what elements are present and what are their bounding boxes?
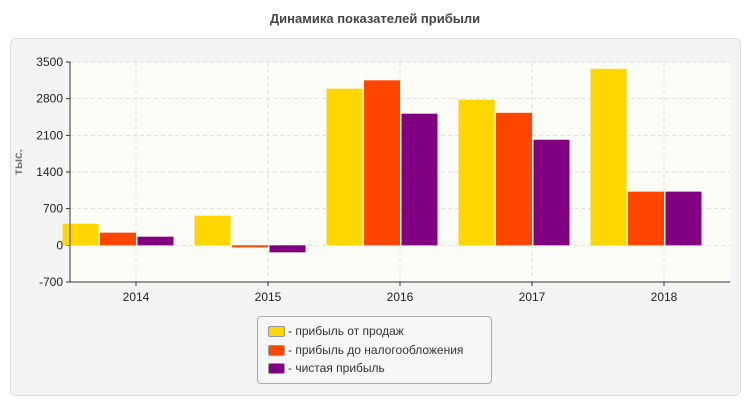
y-tick-label: 1400 xyxy=(36,165,63,179)
bar-2017-1 xyxy=(496,112,532,246)
bar-2018-2 xyxy=(665,191,702,246)
bar-2015-2 xyxy=(269,245,306,253)
legend-label: - прибыль до налогообложения xyxy=(288,343,464,357)
bar-2018-0 xyxy=(590,68,627,246)
bar-2017-0 xyxy=(458,99,495,246)
bar-2016-1 xyxy=(364,80,400,246)
x-tick-label: 2017 xyxy=(519,290,546,304)
y-tick-label: 700 xyxy=(43,202,63,216)
y-tick-label: 2800 xyxy=(36,92,63,106)
legend-item-net-profit: - чистая прибыль xyxy=(268,360,385,376)
y-tick-label: 3500 xyxy=(36,55,63,69)
y-tick-label: 2100 xyxy=(36,128,63,142)
x-tick-label: 2018 xyxy=(651,290,678,304)
bar-2014-2 xyxy=(137,236,174,246)
y-axis-label: тыс. xyxy=(11,149,25,175)
x-tick-label: 2016 xyxy=(387,290,414,304)
legend-swatch xyxy=(268,362,285,374)
bar-2015-0 xyxy=(194,215,231,246)
bar-2016-0 xyxy=(326,88,363,246)
bar-2015-1 xyxy=(232,245,268,248)
legend-label: - прибыль от продаж xyxy=(288,324,404,338)
bar-2017-2 xyxy=(533,139,570,246)
y-tick-label: -700 xyxy=(39,275,63,289)
bar-2018-1 xyxy=(628,191,664,246)
legend-swatch xyxy=(268,325,285,337)
bar-2014-1 xyxy=(100,232,136,246)
legend-swatch xyxy=(268,344,285,356)
y-tick-label: 0 xyxy=(56,238,63,252)
legend-item-sales-profit: - прибыль от продаж xyxy=(268,323,404,339)
x-tick-label: 2015 xyxy=(255,290,282,304)
legend: - прибыль от продаж - прибыль до налогоо… xyxy=(257,316,492,384)
legend-label: - чистая прибыль xyxy=(288,361,385,375)
chart-title: Динамика показателей прибыли xyxy=(269,11,481,26)
bar-2014-0 xyxy=(62,223,99,246)
legend-item-pretax-profit: - прибыль до налогообложения xyxy=(268,342,463,358)
bar-2016-2 xyxy=(401,113,438,246)
x-tick-label: 2014 xyxy=(123,290,150,304)
